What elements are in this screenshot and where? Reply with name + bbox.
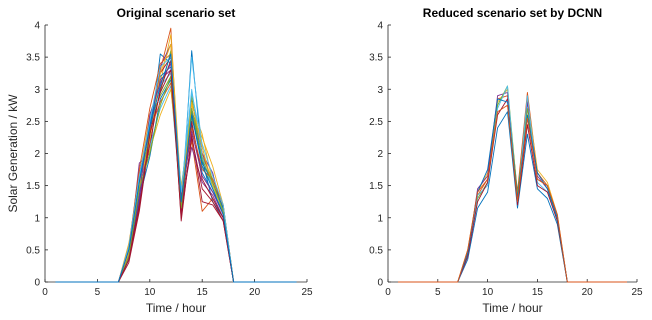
series-line-16	[55, 43, 297, 283]
x-axis-label-original: Time / hour	[146, 301, 206, 315]
series-line-8	[55, 53, 297, 283]
x-tick-label: 15	[197, 287, 209, 298]
series-line-2	[398, 88, 627, 283]
series-line-4	[398, 85, 627, 283]
chart-title-original: Original scenario set	[117, 6, 236, 20]
y-tick-label: 2.5	[369, 117, 383, 128]
series-line-5	[398, 85, 627, 283]
chart-title-reduced: Reduced scenario set by DCNN	[423, 6, 602, 20]
x-tick-label: 25	[631, 287, 643, 298]
series-line-19	[55, 56, 297, 283]
y-tick-label: 0	[377, 278, 383, 289]
series-line-21	[55, 53, 297, 283]
y-tick-label: 3.5	[369, 53, 383, 64]
series-line-3	[398, 92, 627, 283]
series-line-7	[398, 98, 627, 283]
y-tick-label: 3.5	[26, 53, 40, 64]
series-line-14	[55, 66, 297, 283]
series-line-1	[55, 27, 297, 283]
series-line-2	[55, 34, 297, 283]
x-tick-label: 10	[482, 287, 494, 298]
x-tick-label: 15	[532, 287, 544, 298]
x-tick-label: 5	[95, 287, 101, 298]
y-tick-label: 0.5	[26, 245, 40, 256]
y-tick-label: 1	[377, 213, 383, 224]
series-line-1	[398, 92, 627, 283]
series-group-original	[55, 27, 297, 283]
series-line-0	[55, 50, 297, 283]
x-tick-label: 10	[144, 287, 156, 298]
x-tick-label: 20	[249, 287, 261, 298]
x-tick-label: 20	[582, 287, 594, 298]
y-tick-label: 4	[34, 21, 40, 32]
x-tick-label: 5	[435, 287, 441, 298]
y-tick-label: 2.5	[26, 117, 40, 128]
y-tick-label: 2	[377, 149, 383, 160]
series-line-11	[55, 50, 297, 283]
series-line-10	[55, 69, 297, 283]
series-line-6	[398, 98, 627, 283]
series-group-reduced	[398, 85, 627, 283]
y-tick-label: 1.5	[369, 181, 383, 192]
y-tick-label: 3	[34, 85, 40, 96]
series-line-13	[55, 59, 297, 283]
x-tick-label: 25	[301, 287, 313, 298]
y-tick-label: 1.5	[26, 181, 40, 192]
series-line-12	[55, 72, 297, 283]
x-tick-label: 0	[385, 287, 391, 298]
y-tick-label: 0.5	[369, 245, 383, 256]
y-tick-label: 0	[34, 278, 40, 289]
series-line-20	[55, 69, 297, 283]
x-tick-label: 0	[42, 287, 48, 298]
series-line-6	[55, 56, 297, 283]
series-line-5	[55, 56, 297, 283]
x-axis-label-reduced: Time / hour	[482, 301, 542, 315]
y-tick-label: 1	[34, 213, 40, 224]
panel-reduced-scenario-set: Reduced scenario set by DCNN Time / hour…	[369, 6, 643, 315]
series-line-17	[55, 63, 297, 283]
y-tick-label: 2	[34, 149, 40, 160]
y-tick-label: 4	[377, 21, 383, 32]
series-line-8	[398, 104, 627, 283]
axes-reduced: 0 5 10 15 20 25 0 0.5 1 1.5 2 2.5 3 3.5 4	[369, 21, 643, 299]
axes-original: 0 5 10 15 20 25 0 0.5 1 1.5 2 2.5 3 3.5 4	[26, 21, 313, 299]
y-tick-label: 3	[377, 85, 383, 96]
panel-original-scenario-set: Original scenario set Time / hour Solar …	[6, 6, 313, 315]
series-line-3	[55, 43, 297, 283]
y-axis-label-original: Solar Generation / kW	[6, 94, 20, 213]
